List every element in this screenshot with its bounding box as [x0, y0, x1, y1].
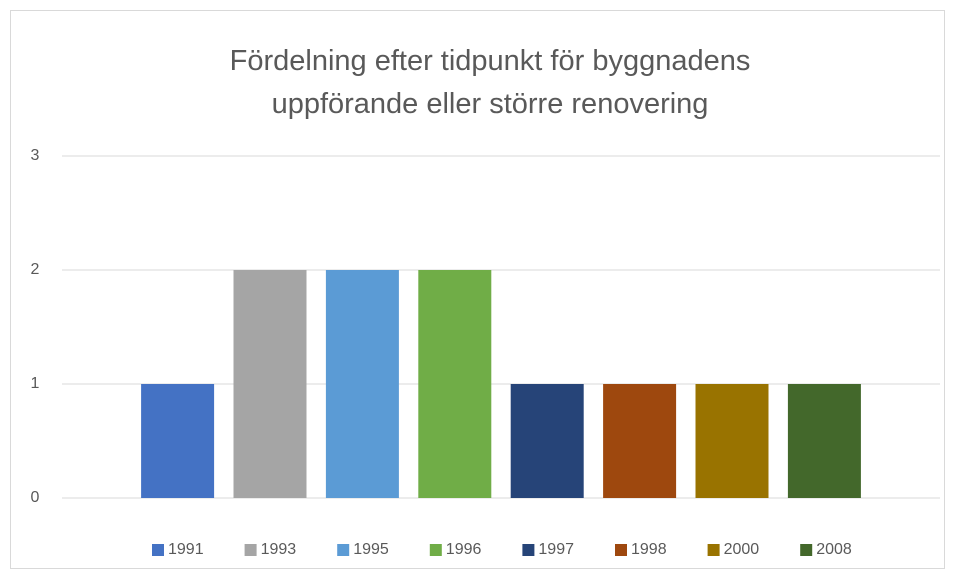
- legend-label: 1998: [631, 541, 667, 558]
- legend-swatch: [337, 544, 350, 556]
- y-tick-label: 2: [31, 261, 40, 278]
- bar: [603, 384, 677, 498]
- bar: [510, 384, 584, 498]
- y-tick-label: 1: [31, 375, 40, 392]
- legend-swatch: [707, 544, 720, 556]
- chart-frame: [10, 10, 945, 569]
- legend-swatch: [244, 544, 257, 556]
- legend-swatch: [615, 544, 627, 556]
- legend-swatch: [152, 544, 164, 556]
- legend-label: 1996: [446, 541, 482, 558]
- legend-label: 2000: [724, 541, 760, 558]
- bar: [787, 384, 861, 498]
- y-tick-label: 3: [31, 147, 40, 164]
- bar: [325, 270, 399, 498]
- chart-title: Fördelning efter tidpunkt för byggnadens…: [229, 45, 751, 120]
- legend-label: 1995: [353, 541, 389, 558]
- legend-label: 1993: [261, 541, 297, 558]
- bar: [141, 384, 215, 498]
- bar: [233, 270, 307, 498]
- legend-label: 1997: [538, 541, 574, 558]
- legend-label: 1991: [168, 541, 204, 558]
- legend-swatch: [429, 544, 442, 556]
- legend-swatch: [522, 544, 535, 556]
- legend-label: 2008: [816, 541, 852, 558]
- bar: [418, 270, 492, 498]
- bar: [695, 384, 769, 498]
- legend-swatch: [800, 544, 813, 556]
- y-tick-label: 0: [31, 489, 40, 506]
